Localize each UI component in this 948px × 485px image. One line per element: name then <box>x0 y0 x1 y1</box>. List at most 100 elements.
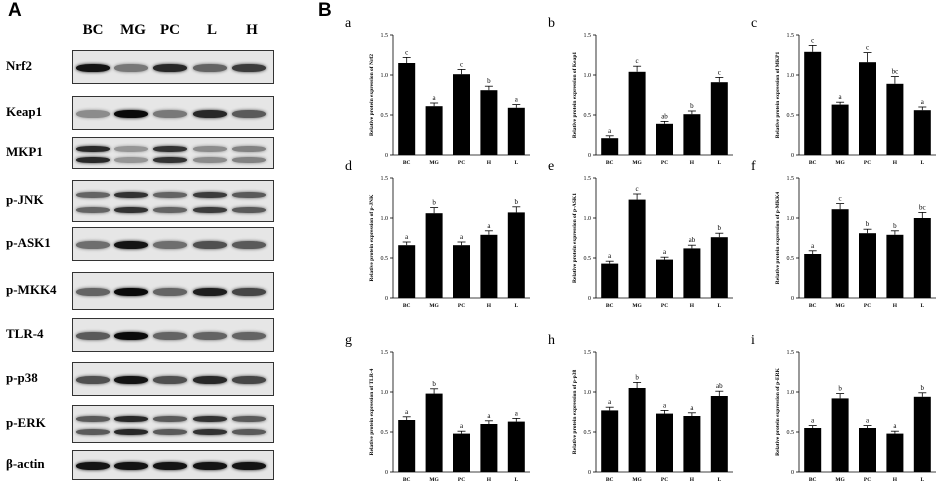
blot-band <box>114 191 148 198</box>
blot-strip <box>72 96 274 130</box>
bar <box>507 421 525 472</box>
significance-letter: a <box>460 422 464 430</box>
significance-letter: c <box>636 185 639 193</box>
blot-band <box>76 376 110 384</box>
y-axis-label: Relative protein expression of p-p38 <box>572 370 578 455</box>
blot-band <box>153 241 187 249</box>
bar <box>507 212 525 298</box>
bar <box>398 63 416 155</box>
y-tick-label: 0.5 <box>584 256 592 262</box>
y-tick-label: 0 <box>791 296 794 302</box>
y-tick-label: 1.0 <box>787 390 795 396</box>
blot-band <box>153 415 187 422</box>
category-label: H <box>893 303 898 309</box>
category-label: PC <box>864 160 871 166</box>
category-label: MG <box>632 303 642 309</box>
lane-header: H <box>246 22 258 38</box>
panel-label-a: A <box>8 0 22 21</box>
bar <box>683 248 701 298</box>
y-tick-label: 1.5 <box>381 176 389 182</box>
blot-band <box>193 241 227 249</box>
blot-band <box>153 428 187 435</box>
blot-band <box>153 288 187 296</box>
blot-band <box>76 64 110 72</box>
y-axis-label: Relative protein expression of MKP1 <box>775 51 781 138</box>
blot-band <box>76 241 110 249</box>
panel-label-b: B <box>318 0 332 21</box>
blot-row-label: β-actin <box>6 456 45 471</box>
bar <box>913 110 931 155</box>
blot-band <box>232 288 266 296</box>
category-label: L <box>920 160 924 166</box>
blot-band <box>153 110 187 118</box>
significance-letter: ab <box>716 382 723 390</box>
blot-band <box>193 156 227 163</box>
y-tick-label: 0.5 <box>787 256 795 262</box>
y-tick-label: 0 <box>791 153 794 159</box>
blot-band <box>232 376 266 384</box>
significance-letter: a <box>811 417 815 425</box>
bar <box>804 254 822 298</box>
blot-band <box>76 110 110 118</box>
y-tick-label: 0 <box>385 153 388 159</box>
significance-letter: a <box>487 222 491 230</box>
bar <box>683 416 701 472</box>
blot-band <box>153 64 187 72</box>
blot-band <box>232 332 266 340</box>
blot-band <box>114 415 148 422</box>
bar <box>710 396 728 472</box>
category-label: BC <box>606 303 614 309</box>
category-label: L <box>717 160 721 166</box>
blot-band <box>76 462 110 470</box>
significance-letter: c <box>405 48 408 56</box>
y-tick-label: 1.0 <box>381 73 389 79</box>
panel-title: i <box>751 333 755 348</box>
significance-letter: b <box>515 198 519 206</box>
category-label: H <box>690 303 695 309</box>
category-label: PC <box>661 160 668 166</box>
blot-band <box>193 428 227 435</box>
blot-band <box>76 156 110 163</box>
lane-header: PC <box>160 22 180 38</box>
significance-letter: a <box>515 96 519 104</box>
y-tick-label: 0 <box>385 470 388 476</box>
blot-band <box>193 206 227 213</box>
blot-band <box>76 145 110 152</box>
bar <box>656 259 673 298</box>
blot-band <box>153 332 187 340</box>
significance-letter: c <box>839 195 842 203</box>
y-tick-label: 0 <box>385 296 388 302</box>
bar <box>425 106 443 155</box>
y-tick-label: 1.5 <box>584 176 592 182</box>
significance-letter: c <box>460 60 463 68</box>
significance-letter: a <box>893 422 897 430</box>
blot-band <box>76 206 110 213</box>
y-axis-label: Relative protein expression of p-MKK4 <box>775 192 781 285</box>
blot-row-label: p-MKK4 <box>6 282 57 297</box>
significance-letter: a <box>608 252 612 260</box>
blot-row-label: p-JNK <box>6 192 44 207</box>
bar <box>398 420 416 472</box>
blot-strip <box>72 362 274 396</box>
panel-title: e <box>548 159 554 174</box>
panel-title: f <box>751 159 756 174</box>
y-tick-label: 1.5 <box>787 33 795 39</box>
blot-band <box>76 288 110 296</box>
category-label: BC <box>606 477 614 483</box>
category-label: MG <box>835 477 845 483</box>
significance-letter: a <box>405 408 409 416</box>
y-tick-label: 1.0 <box>787 216 795 222</box>
y-tick-label: 0.5 <box>381 256 389 262</box>
blot-band <box>232 145 266 152</box>
category-label: H <box>893 477 898 483</box>
category-label: MG <box>429 160 439 166</box>
blot-strip <box>72 227 274 261</box>
bar <box>859 428 876 472</box>
y-tick-label: 0 <box>588 153 591 159</box>
lane-header: MG <box>120 22 146 38</box>
category-label: L <box>920 303 924 309</box>
category-label: MG <box>429 303 439 309</box>
y-tick-label: 1.0 <box>787 73 795 79</box>
y-tick-label: 1.5 <box>787 176 795 182</box>
